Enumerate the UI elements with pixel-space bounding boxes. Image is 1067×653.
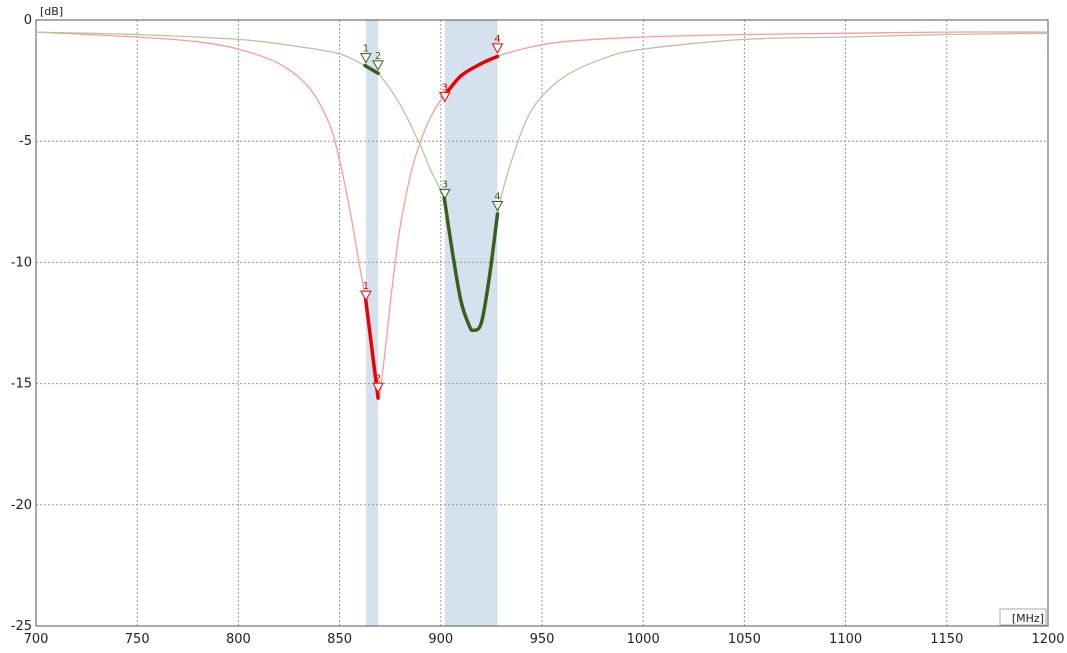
x-axis-unit-label-box	[999, 608, 1047, 626]
series-2-marker-label: 2	[375, 51, 381, 62]
y-tick-label: 0	[24, 13, 32, 28]
series-1-marker-3-icon	[438, 91, 451, 103]
series-2-marker-label: 3	[442, 179, 448, 190]
series-2-highlight-1	[363, 63, 380, 76]
y-axis-unit-label: [dB]	[40, 5, 63, 18]
x-tick-label: 1150	[930, 632, 963, 647]
series-1-marker-4-icon	[491, 43, 504, 54]
series-1-line	[35, 31, 1049, 399]
x-tick-label: 700	[24, 632, 49, 647]
x-axis-unit-label: [MHz]	[1012, 612, 1044, 625]
series-2-marker-4-icon	[491, 200, 504, 212]
series-2-marker-1-icon	[360, 53, 372, 64]
x-tick-label: 750	[125, 632, 150, 647]
y-tick-label: -20	[11, 498, 32, 513]
y-tick-label: -5	[19, 134, 32, 149]
highlight-bands	[365, 20, 498, 626]
y-tick-label: -10	[11, 255, 32, 270]
series-lines	[35, 31, 1049, 400]
series-2-marker-2-icon	[372, 60, 384, 71]
y-tick-label: -25	[11, 619, 32, 634]
series-1-marker-1-icon	[360, 290, 372, 302]
series-1-marker-2-icon	[372, 382, 384, 394]
series-2-marker-label: 1	[363, 44, 369, 55]
series-2-highlight-2	[442, 196, 500, 333]
highlight-band-1	[365, 20, 379, 626]
series-2-marker-label: 4	[494, 191, 500, 202]
series-2-marker-3-icon	[438, 188, 451, 200]
series-1-marker-label: 4	[494, 34, 500, 45]
plot-frame	[35, 19, 1049, 627]
grid-lines	[36, 20, 1048, 626]
highlight-band-2	[444, 20, 498, 626]
x-tick-label: 1100	[829, 632, 862, 647]
tick-labels: 700 750 800 850 900 950 1000 1050 1100 1150 1200 0 -…	[11, 13, 1065, 647]
x-tick-label: 900	[428, 632, 453, 647]
x-tick-label: 800	[226, 632, 251, 647]
x-tick-label: 1000	[627, 632, 660, 647]
x-tick-label: 850	[327, 632, 352, 647]
series-1-marker-label: 3	[442, 82, 448, 93]
series-1-marker-label: 2	[375, 373, 381, 384]
x-tick-label: 1050	[728, 632, 761, 647]
y-tick-label: -15	[11, 377, 32, 392]
series-1-marker-label: 1	[363, 281, 369, 292]
x-tick-label: 950	[530, 632, 555, 647]
x-tick-label: 1200	[1031, 632, 1064, 647]
